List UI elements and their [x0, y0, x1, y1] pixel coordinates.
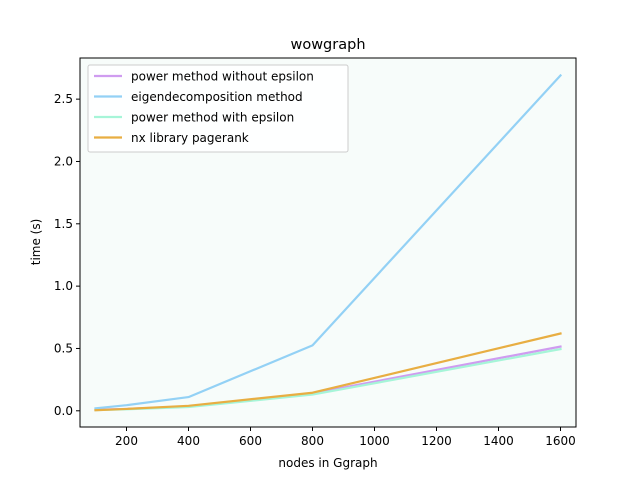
series-line-4 [94, 332, 562, 412]
series-line-2 [94, 73, 563, 410]
y-tick-label: 2.0 [54, 154, 73, 168]
legend: power method without epsilon eigendecompo… [87, 64, 349, 153]
chart-title: wowgraph [290, 37, 365, 53]
y-tick-label: 0.0 [54, 404, 73, 418]
legend-label-3: power method with epsilon [131, 111, 294, 125]
y-axis-ticks: 0.0 0.5 1.0 1.5 2.0 2.5 [54, 92, 80, 418]
legend-label-1: power method without epsilon [131, 70, 314, 84]
x-tick-label: 1000 [359, 434, 390, 448]
x-tick-label: 1200 [421, 434, 452, 448]
x-tick-label: 1400 [483, 434, 514, 448]
plot-frame [79, 57, 577, 428]
y-tick-label: 1.0 [54, 279, 73, 293]
x-axis-ticks: 200 400 600 800 1000 1200 1400 1600 [115, 427, 576, 448]
x-tick-label: 400 [177, 434, 200, 448]
legend-label-2: eigendecomposition method [131, 90, 303, 104]
legend-box [87, 64, 349, 153]
y-tick-label: 1.5 [54, 217, 73, 231]
y-axis-label: time (s) [29, 219, 43, 266]
y-tick-label: 2.5 [54, 92, 73, 106]
y-tick-label: 0.5 [54, 341, 73, 355]
x-tick-label: 1600 [545, 434, 576, 448]
series-layer [94, 73, 563, 412]
x-tick-label: 800 [301, 434, 324, 448]
x-tick-label: 200 [115, 434, 138, 448]
legend-label-4: nx library pagerank [131, 131, 249, 145]
x-tick-label: 600 [239, 434, 262, 448]
x-axis-label: nodes in Ggraph [278, 456, 377, 470]
